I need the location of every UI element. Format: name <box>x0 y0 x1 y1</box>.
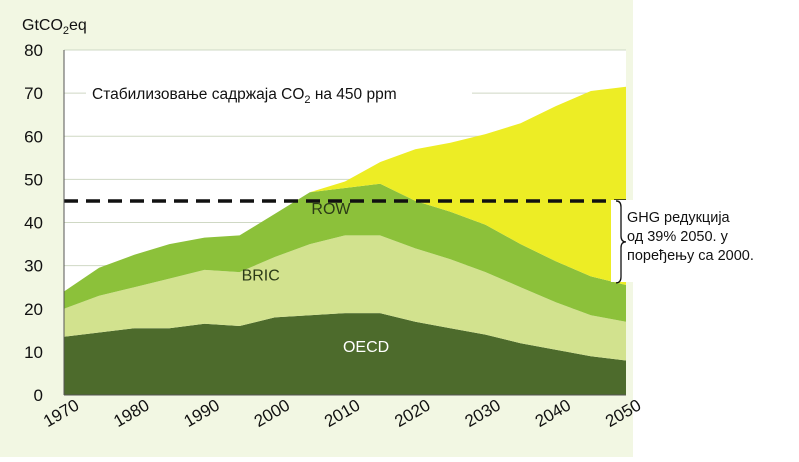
y-tick-80: 80 <box>24 41 43 60</box>
reduction-note: GHG редукција од 39% 2050. у поређењу са… <box>627 209 797 266</box>
y-tick-40: 40 <box>24 214 43 233</box>
note-background <box>611 200 799 282</box>
series-label-oecd: OECD <box>343 339 389 356</box>
area-oecd <box>64 313 626 395</box>
y-axis-label: GtCO2eq <box>22 17 87 37</box>
y-tick-70: 70 <box>24 84 43 103</box>
reduction-brace <box>615 200 627 284</box>
y-tick-0: 0 <box>34 386 43 405</box>
reduction-note-line-1: GHG редукција <box>627 210 730 226</box>
reduction-note-line-3: поређењу са 2000. <box>627 248 754 264</box>
area-reduction <box>64 86 626 292</box>
y-tick-60: 60 <box>24 127 43 146</box>
area-bric <box>64 235 626 361</box>
area-row <box>64 183 626 322</box>
y-tick-20: 20 <box>24 300 43 319</box>
reduction-note-line-2: од 39% 2050. у <box>627 229 728 245</box>
annotation-box <box>86 76 472 110</box>
annotation-text: Стабилизовање садржаја CO2 на 450 ppm <box>92 86 397 106</box>
y-tick-50: 50 <box>24 170 43 189</box>
series-label-row: ROW <box>311 201 351 218</box>
series-label-bric: BRIC <box>242 268 280 285</box>
y-tick-10: 10 <box>24 343 43 362</box>
y-tick-30: 30 <box>24 257 43 276</box>
